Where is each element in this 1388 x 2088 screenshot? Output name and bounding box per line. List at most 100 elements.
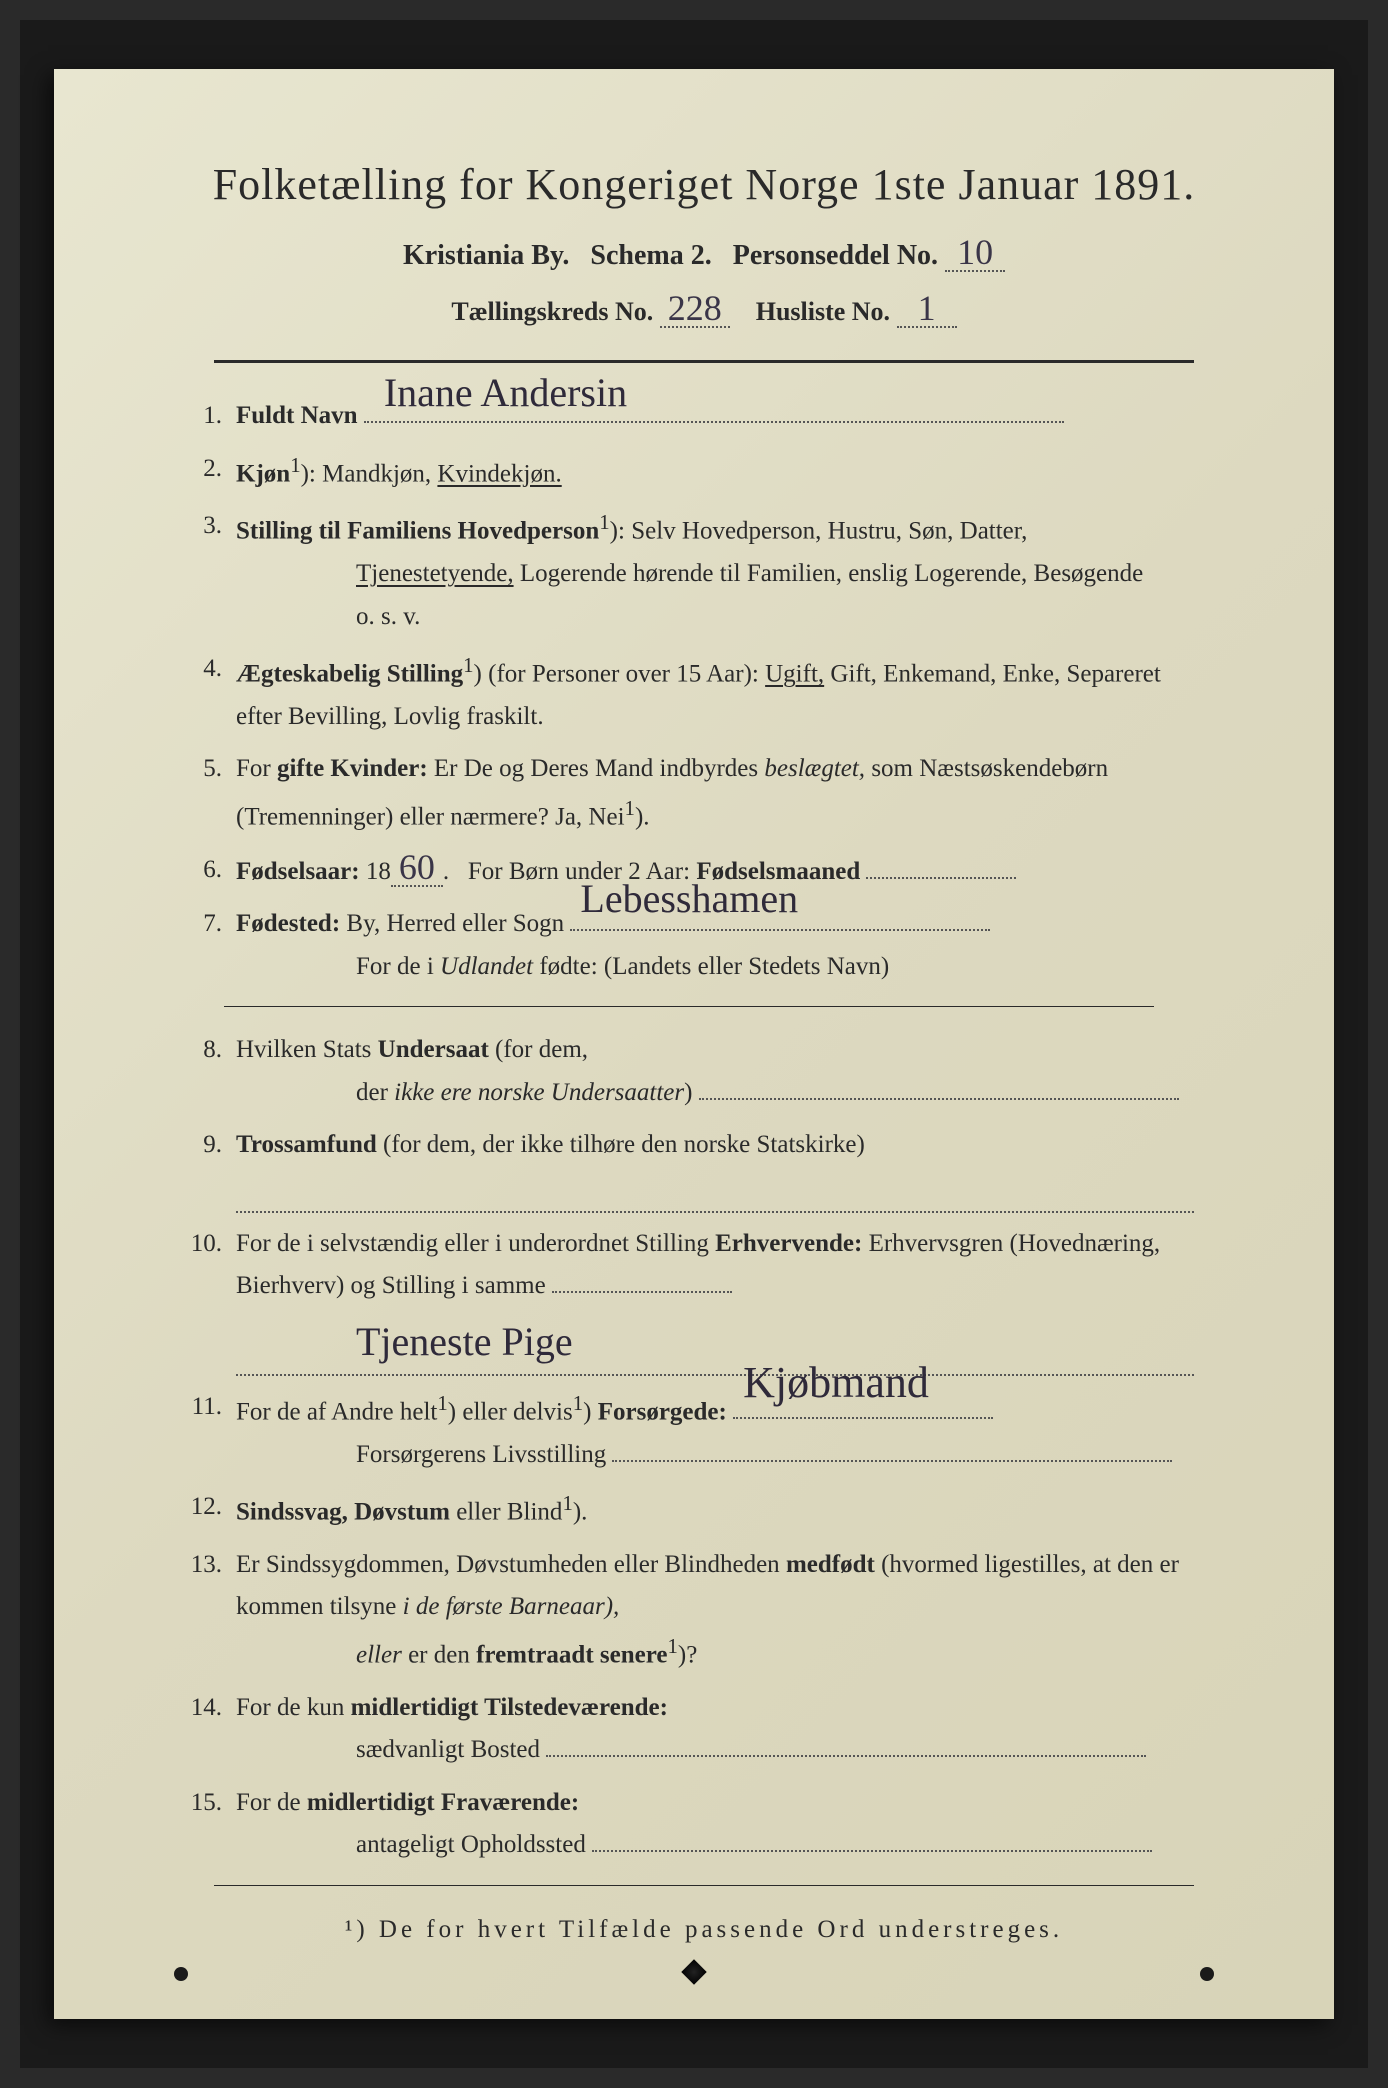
pin-left-icon [174,1967,188,1981]
item-number: 12. [184,1486,236,1534]
item-number: 1. [184,395,236,438]
sex-male: Mandkjøn, [322,460,431,487]
item-10: 10. For de i selvstændig eller i underor… [184,1223,1194,1376]
q11-c: Forsørgerens Livsstilling [356,1441,606,1468]
item-number: 4. [184,648,236,738]
field-label: Fødested: [236,910,340,937]
q5-a: For [236,755,271,782]
third-line: Tællingskreds No. 228 Husliste No. 1 [174,290,1234,328]
field-label: Erhvervende: [715,1230,862,1257]
birth-year-value: 60 [391,849,443,887]
q7-text: By, Herred eller Sogn [346,910,564,937]
q8-b: (for dem, [495,1036,588,1063]
sex-female-selected: Kvindekjøn. [437,460,561,487]
item-number: 15. [184,1782,236,1867]
subtitle-line: Kristiania By. Schema 2. Personseddel No… [174,234,1234,272]
item-number: 11. [184,1386,236,1476]
relation-options-c: Logerende hørende til Familien, enslig L… [520,560,1143,587]
houselist-label: Husliste No. [756,297,890,326]
q14-a: For de kun [236,1694,344,1721]
birth-month-blank [866,877,1016,879]
item-15: 15. For de midlertidigt Fraværende: anta… [184,1782,1194,1867]
q13-a: Er Sindssygdommen, Døvstumheden eller Bl… [236,1551,780,1578]
field-label: Trossamfund [236,1131,377,1158]
item-3: 3. Stilling til Familiens Hovedperson1):… [184,505,1194,638]
item-7: 7. Fødested: By, Herred eller Sogn Lebes… [184,903,1194,988]
q11-b: eller delvis [462,1398,572,1425]
provider-blank [612,1460,1172,1462]
marital-selected: Ugift, [765,660,824,687]
houselist-no-value: 1 [897,290,957,328]
q13-c: er den [408,1641,470,1668]
q15-a: For de [236,1789,301,1816]
item-2: 2. Kjøn1): Mandkjøn, Kvindekjøn. [184,448,1194,496]
item-number: 5. [184,748,236,838]
item-1: 1. Fuldt Navn Inane Andersin [184,395,1194,438]
person-no-value: 10 [945,234,1005,272]
top-rule [214,360,1194,363]
q15-b: antageligt Opholdssted [356,1831,586,1858]
q8-a: Hvilken Stats [236,1036,371,1063]
occupation-value: Tjeneste Pige [356,1308,573,1376]
q7-em: Udlandet [440,953,533,980]
city-label: Kristiania By. [403,240,569,271]
main-title: Folketælling for Kongeriget Norge 1ste J… [174,159,1234,210]
item-9: 9. Trossamfund (for dem, der ikke tilhør… [184,1124,1194,1213]
q8-em: ikke ere norske Undersaatter [394,1079,684,1106]
q11-a: For de af Andre helt [236,1398,437,1425]
item-number: 6. [184,849,236,894]
footnote: ¹) De for hvert Tilfælde passende Ord un… [174,1916,1234,1944]
provider-value: Kjøbmand [743,1346,929,1421]
field-label: Sindssvag, Døvstum [236,1498,450,1525]
whereabouts-blank [592,1850,1152,1852]
q5-label: gifte Kvinder: [277,755,428,782]
field-label: midlertidigt Tilstedeværende: [351,1694,668,1721]
item-8: 8. Hvilken Stats Undersaat (for dem, der… [184,1029,1194,1114]
relation-options-a: Selv Hovedperson, Hustru, Søn, Datter, [631,518,1027,545]
birthplace-value: Lebesshamen [580,865,798,933]
q5-text: Er De og Deres Mand indbyrdes [434,755,758,782]
pin-right-icon [1200,1967,1214,1981]
form-items: 1. Fuldt Navn Inane Andersin 2. Kjøn1): … [174,395,1234,1867]
q9-text: (for dem, der ikke tilhøre den norske St… [383,1131,865,1158]
schema-label: Schema 2. [590,240,711,271]
mid-rule-1 [224,1006,1154,1007]
item-12: 12. Sindssvag, Døvstum eller Blind1). [184,1486,1194,1534]
q13-label2: fremtraadt senere [476,1641,667,1668]
q10-a: For de i selvstændig eller i underordnet… [236,1230,709,1257]
q13-em: i de første Barneaar), [403,1593,620,1620]
item-13: 13. Er Sindssygdommen, Døvstumheden elle… [184,1544,1194,1677]
item-number: 10. [184,1223,236,1376]
relation-etc: o. s. v. [236,596,1194,639]
item-5: 5. For gifte Kvinder: Er De og Deres Man… [184,748,1194,838]
field-label: Fuldt Navn [236,402,358,429]
field-label: Stilling til Familiens Hovedperson [236,518,599,545]
citizenship-blank [699,1098,1179,1100]
field-label: Fødselsaar: [236,858,360,885]
usual-residence-blank [546,1755,1146,1757]
field-label: Ægteskabelig Stilling [236,660,463,687]
q13-em2: eller [356,1641,402,1668]
full-name-value: Inane Andersin [384,359,627,427]
district-no-value: 228 [660,290,730,328]
field-label: Undersaat [378,1036,489,1063]
year-prefix: 18 [366,858,391,885]
q12-text: eller Blind [456,1498,562,1525]
q8-c: der [356,1079,388,1106]
pin-center-icon [681,1959,706,1984]
marital-prefix: (for Personer over 15 Aar): [488,660,759,687]
relation-selected: Tjenestetyende, [356,560,514,587]
item-number: 8. [184,1029,236,1114]
field-label: Kjøn [236,460,290,487]
q14-b: sædvanligt Bosted [356,1736,540,1763]
religion-blank [236,1173,1194,1213]
field-label: midlertidigt Fraværende: [307,1789,579,1816]
census-form-page: Folketælling for Kongeriget Norge 1ste J… [54,69,1334,2019]
q13-label: medfødt [786,1551,875,1578]
field-label: Forsørgede: [598,1398,727,1425]
q7-c: fødte: (Landets eller Stedets Navn) [539,953,889,980]
item-number: 3. [184,505,236,638]
item-number: 7. [184,903,236,988]
item-number: 2. [184,448,236,496]
scan-background: Folketælling for Kongeriget Norge 1ste J… [20,20,1368,2068]
